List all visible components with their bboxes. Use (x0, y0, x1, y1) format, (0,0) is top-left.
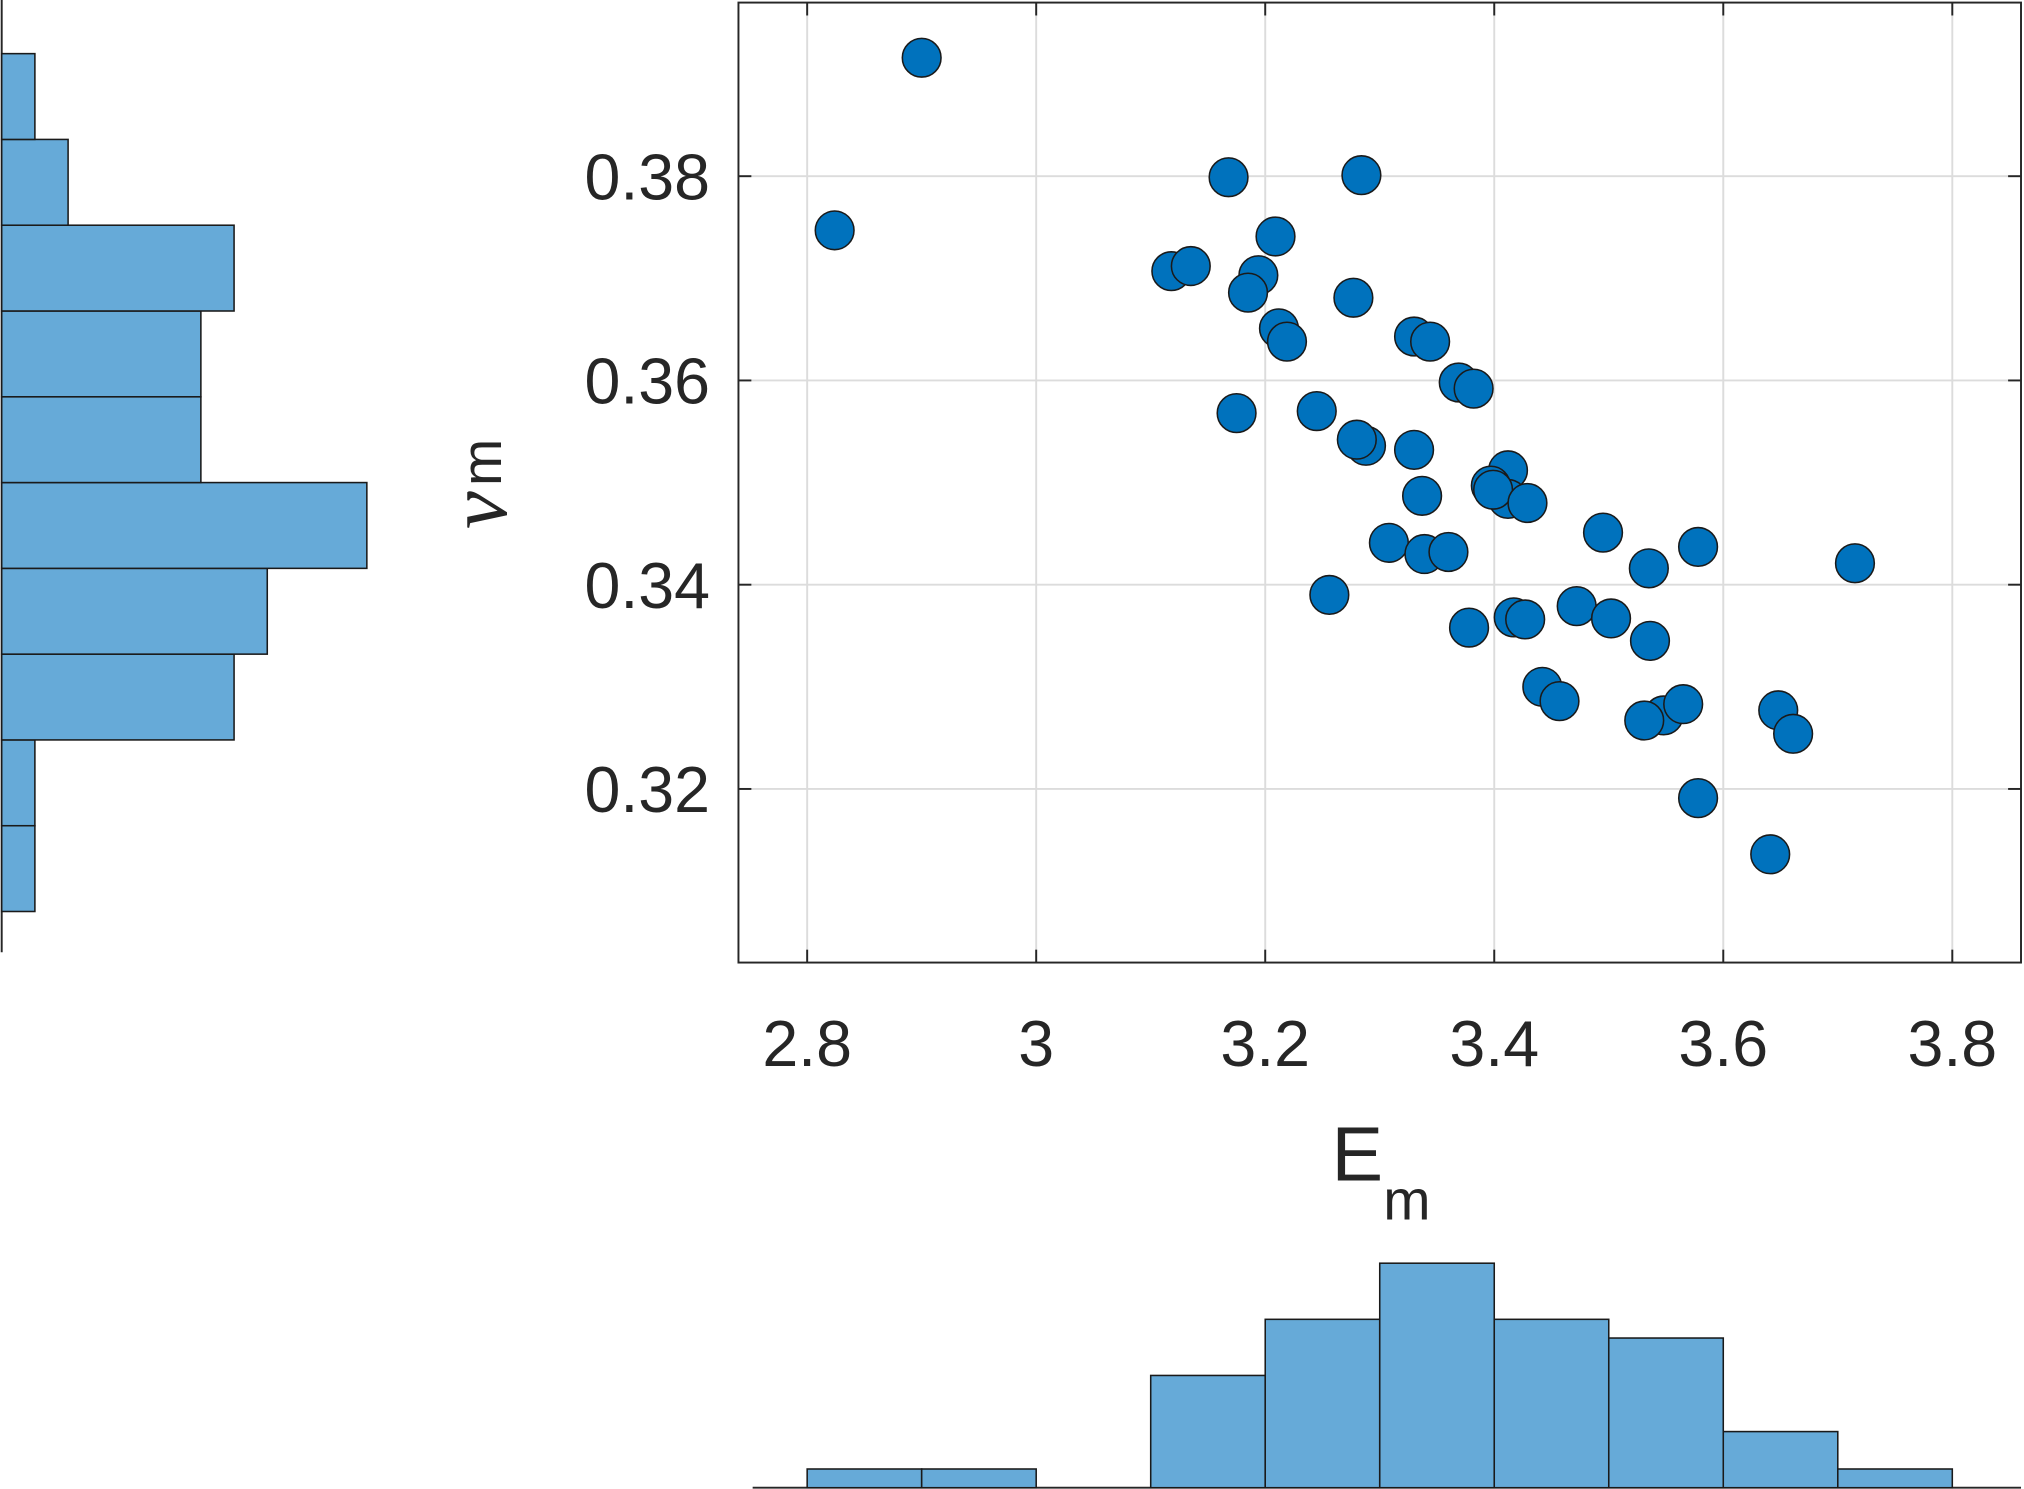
point (814, 210, 855, 251)
hist-bar (1837, 1468, 1954, 1489)
hist-bar (1493, 1318, 1610, 1489)
point (1409, 321, 1451, 362)
point (1590, 598, 1632, 639)
point (1677, 526, 1719, 568)
y-axis-label: νm (431, 439, 525, 529)
hist-bar (0, 138, 69, 226)
point (1539, 680, 1580, 722)
x-axis-label: Em (1332, 1112, 1431, 1233)
hist-bar (0, 739, 36, 827)
x-label-sub: m (1383, 1169, 1430, 1232)
y-tick-label: 0.32 (585, 754, 711, 826)
point (1216, 392, 1257, 434)
point (1296, 390, 1337, 432)
point (901, 37, 942, 78)
point (1472, 469, 1514, 510)
y-tick-label: 0.38 (585, 141, 711, 213)
point (1624, 700, 1665, 741)
x-tick-label: 3.6 (1678, 1008, 1768, 1080)
point (1255, 216, 1296, 257)
hist-bar (1149, 1374, 1266, 1489)
point (1772, 713, 1814, 754)
x-tick-label: 3 (1018, 1008, 1054, 1080)
point (1677, 778, 1719, 819)
hist-bar (1607, 1337, 1725, 1489)
hist-bar (1378, 1262, 1496, 1489)
hist-bar (920, 1468, 1037, 1489)
point (1448, 607, 1490, 648)
plot-frame (737, 1, 2022, 964)
y-tick-label: 0.34 (585, 550, 711, 622)
y-tick-label: 0.36 (585, 346, 711, 418)
hist-bar (806, 1468, 923, 1489)
point (1556, 586, 1597, 627)
x-tick-label: 2.8 (762, 1008, 852, 1080)
point (1663, 684, 1704, 725)
x-tick-label: 3.2 (1220, 1008, 1310, 1080)
point (1336, 419, 1377, 460)
point (1368, 522, 1410, 563)
point (1628, 548, 1669, 589)
hist-bar (0, 52, 36, 141)
point (1309, 574, 1350, 616)
point (1393, 429, 1435, 471)
point (1582, 512, 1624, 553)
hist-bar (0, 310, 202, 398)
point (1208, 157, 1249, 198)
hist-bar (0, 824, 36, 913)
hist-bar (0, 567, 269, 655)
hist-bar (1722, 1430, 1839, 1489)
x-label-main: E (1332, 1112, 1384, 1198)
point (1629, 620, 1671, 661)
hist-bar (0, 481, 368, 570)
point (1834, 543, 1876, 584)
x-tick-label: 3.8 (1907, 1008, 1997, 1080)
hist-bar (1264, 1318, 1381, 1489)
point (1428, 531, 1469, 573)
x-tick-label: 3.4 (1449, 1008, 1539, 1080)
point (1170, 245, 1211, 287)
hist-bar (0, 224, 235, 312)
point (1401, 475, 1443, 516)
point (1333, 277, 1374, 318)
point (1266, 321, 1308, 362)
point (1453, 368, 1494, 409)
point (1341, 155, 1382, 196)
y-label-sub: m (451, 439, 514, 486)
point (1227, 272, 1269, 313)
y-label-main: ν (431, 491, 525, 529)
hist-bar (0, 396, 202, 484)
point (1750, 834, 1791, 875)
point (1507, 482, 1548, 524)
point (1505, 599, 1546, 640)
hist-bar (0, 653, 235, 741)
